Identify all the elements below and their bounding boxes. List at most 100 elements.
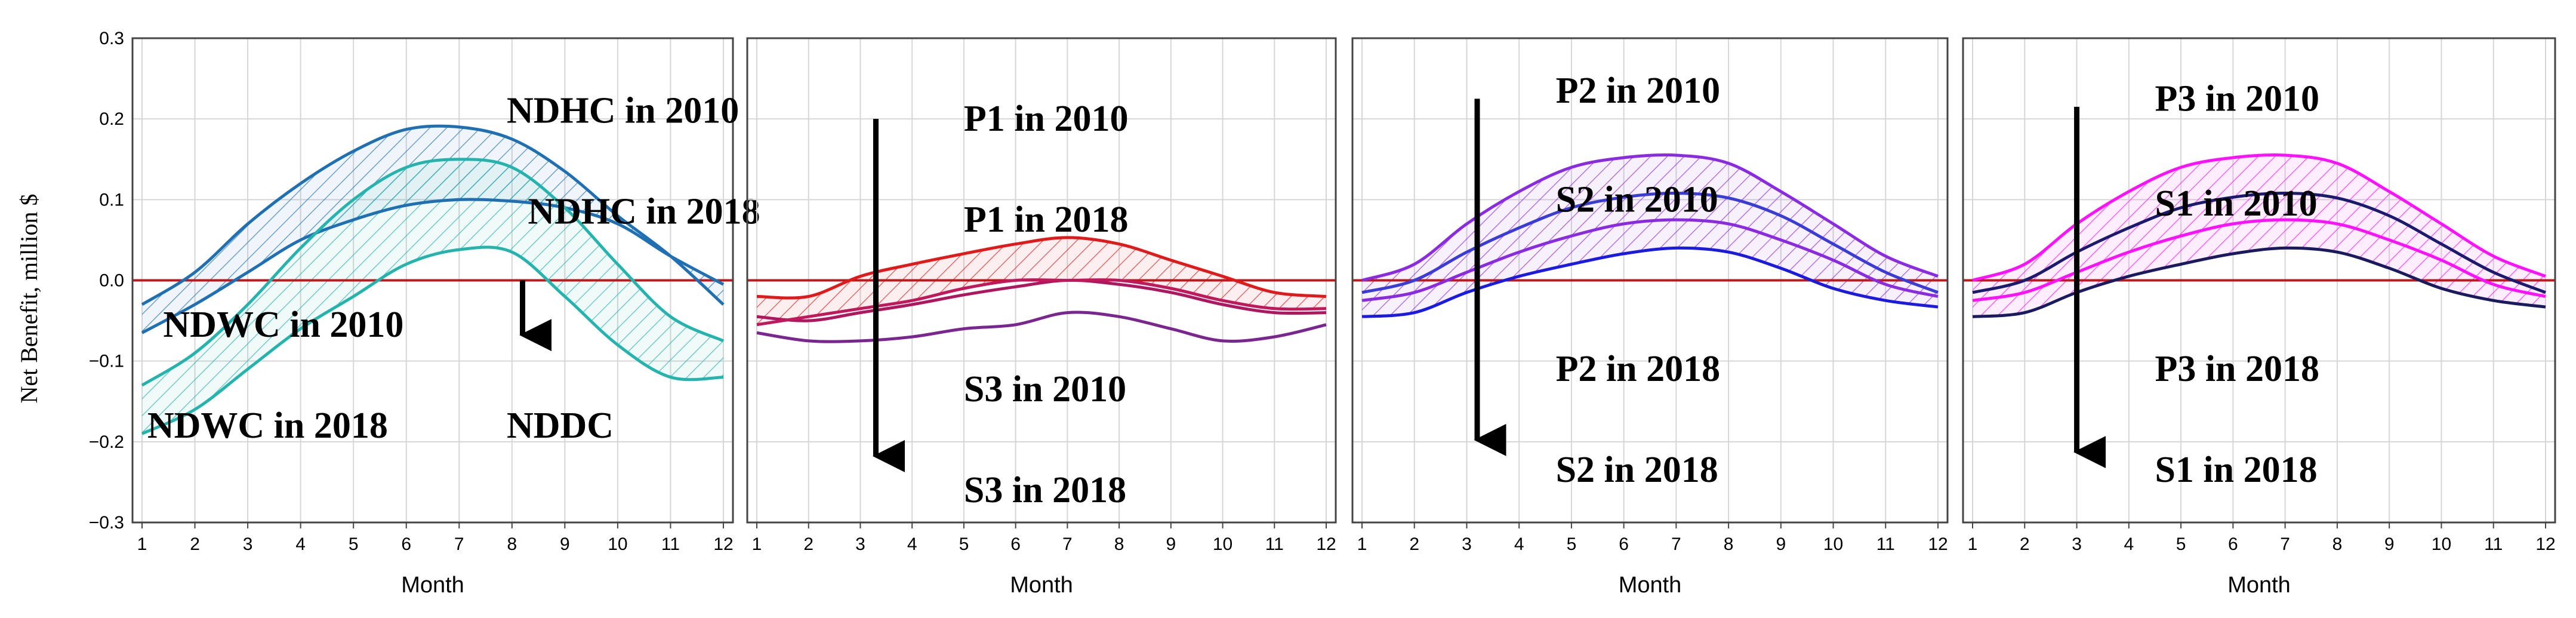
x-tick-label: 10 — [2432, 534, 2451, 554]
annotation-label: NDDC — [507, 405, 614, 446]
x-tick-label: 10 — [608, 534, 627, 554]
series-line — [756, 236, 1327, 300]
series-line — [1361, 153, 1939, 282]
y-axis-label: Net Benefit, million $ — [16, 193, 42, 403]
x-tick-label: 2 — [2020, 534, 2030, 554]
series-line — [141, 124, 725, 306]
x-tick-label: 7 — [1062, 534, 1073, 554]
annotation-label: S1 in 2010 — [2155, 183, 2317, 224]
x-tick-label: 4 — [295, 534, 306, 554]
annotation-label: S2 in 2010 — [1556, 179, 1718, 220]
band-fill — [1362, 155, 1938, 317]
x-axis-label: Month — [401, 573, 464, 598]
annotation-label: S2 in 2018 — [1556, 450, 1718, 490]
y-tick-label: 0.3 — [99, 29, 124, 48]
series-line — [756, 310, 1327, 343]
x-tick-label: 5 — [1567, 534, 1577, 554]
band-fill — [1973, 155, 2546, 317]
x-tick-label: 7 — [1671, 534, 1681, 554]
series-line — [756, 278, 1327, 327]
annotation-label: P3 in 2010 — [2155, 78, 2319, 119]
annotation-label: NDWC in 2010 — [163, 305, 403, 345]
x-tick-label: 1 — [1968, 534, 1978, 554]
x-tick-label: 12 — [2535, 534, 2555, 554]
annotation-label: S1 in 2018 — [2155, 450, 2317, 490]
series-line — [1361, 218, 1939, 302]
series-line — [1972, 191, 2546, 294]
x-tick-label: 6 — [1010, 534, 1021, 554]
x-tick-label: 5 — [959, 534, 969, 554]
annotation-label: P1 in 2018 — [964, 199, 1129, 240]
series-line — [1361, 191, 1939, 294]
x-tick-label: 12 — [1316, 534, 1336, 554]
x-tick-label: 1 — [752, 534, 762, 554]
panels: 1 2 3 4 5 6 7 8 9 10 11 12Month−0.3−0.2−0.10.00.10.… — [89, 29, 2556, 598]
annotation-label: P3 in 2018 — [2155, 349, 2319, 389]
x-tick-label: 10 — [1213, 534, 1232, 554]
x-tick-label: 4 — [907, 534, 917, 554]
annotation-label: P1 in 2010 — [964, 99, 1129, 139]
y-tick-label: −0.3 — [89, 513, 124, 533]
plot-frame — [1962, 37, 2556, 524]
x-tick-label: 12 — [1928, 534, 1948, 554]
x-tick-label: 3 — [1462, 534, 1472, 554]
series-line — [1972, 218, 2546, 302]
x-tick-label: 2 — [190, 534, 200, 554]
series-line — [141, 245, 724, 435]
plot-frame — [1351, 37, 1949, 524]
x-tick-label: 11 — [1876, 534, 1895, 554]
x-tick-label: 11 — [2484, 534, 2503, 554]
x-tick-label: 8 — [507, 534, 517, 554]
annotation-label: P2 in 2018 — [1556, 349, 1721, 389]
x-tick-label: 3 — [243, 534, 253, 554]
x-tick-label: 5 — [2176, 534, 2186, 554]
series-line — [756, 278, 1327, 322]
x-tick-label: 1 — [1357, 534, 1367, 554]
x-tick-label: 8 — [2332, 534, 2343, 554]
x-tick-label: 10 — [1823, 534, 1843, 554]
x-tick-label: 4 — [1514, 534, 1524, 554]
x-tick-label: 3 — [855, 534, 865, 554]
x-tick-label: 8 — [1114, 534, 1124, 554]
annotation-label: S3 in 2010 — [964, 369, 1126, 410]
y-tick-label: 0.1 — [99, 190, 124, 210]
series-line — [1972, 153, 2546, 282]
x-tick-label: 9 — [560, 534, 570, 554]
x-tick-label: 12 — [713, 534, 733, 554]
annotation-label: NDHC in 2010 — [507, 91, 739, 131]
x-axis-label: Month — [1010, 573, 1073, 598]
x-tick-label: 6 — [2228, 534, 2238, 554]
y-tick-label: 0.0 — [99, 271, 124, 291]
x-tick-label: 5 — [349, 534, 359, 554]
plot-frame — [131, 37, 734, 524]
series-line — [141, 198, 725, 334]
x-tick-label: 2 — [803, 534, 814, 554]
x-axis-label: Month — [1619, 573, 1682, 598]
annotation-label: NDHC in 2018 — [528, 192, 760, 232]
x-tick-label: 6 — [1619, 534, 1629, 554]
series-line — [141, 158, 725, 387]
x-tick-label: 11 — [1265, 534, 1284, 554]
x-tick-label: 4 — [2124, 534, 2134, 554]
x-axis-label: Month — [2227, 573, 2291, 598]
x-tick-label: 11 — [661, 534, 680, 554]
annotation-label: P2 in 2010 — [1556, 70, 1721, 111]
series-line — [1361, 246, 1939, 318]
x-tick-label: 1 — [137, 534, 147, 554]
x-tick-label: 9 — [1166, 534, 1176, 554]
x-tick-label: 7 — [2280, 534, 2290, 554]
x-tick-label: 8 — [1724, 534, 1734, 554]
y-tick-label: −0.2 — [89, 432, 124, 452]
annotation-label: S3 in 2018 — [964, 470, 1126, 511]
x-tick-label: 3 — [2072, 534, 2082, 554]
chart-panel-1: 1 2 3 4 5 6 7 8 9 10 11 12Month−0.3−0.2−0.10.00.10.… — [89, 29, 760, 598]
x-tick-label: 2 — [1409, 534, 1419, 554]
y-tick-label: −0.1 — [89, 352, 124, 371]
series-line — [1972, 246, 2546, 318]
x-tick-label: 7 — [454, 534, 464, 554]
annotation-label: NDWC in 2018 — [147, 405, 388, 446]
